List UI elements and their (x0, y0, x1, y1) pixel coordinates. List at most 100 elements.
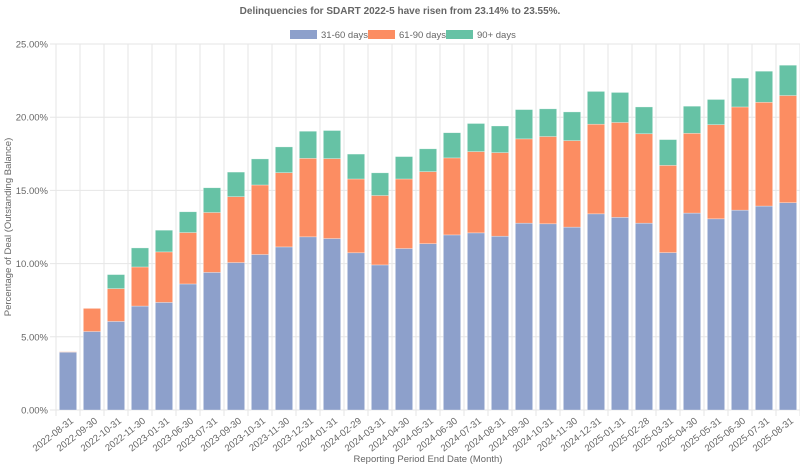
bar-segment-90-days[interactable] (323, 130, 341, 159)
bar-segment-90-days[interactable] (443, 132, 461, 159)
bar-segment-31-60-days[interactable] (563, 226, 581, 411)
bar-segment-61-90-days[interactable] (707, 124, 725, 220)
bar-segment-90-days[interactable] (491, 125, 509, 153)
legend-label-3[interactable]: 90+ days (477, 30, 516, 41)
bar-segment-90-days[interactable] (347, 153, 365, 180)
bar-segment-61-90-days[interactable] (659, 165, 677, 253)
bar-segment-61-90-days[interactable] (395, 178, 413, 249)
bar-segment-31-60-days[interactable] (635, 222, 653, 411)
legend-label-2[interactable]: 61-90 days (399, 30, 446, 41)
bar-segment-31-60-days[interactable] (707, 218, 725, 411)
bar-segment-90-days[interactable] (539, 108, 557, 137)
bar-segment-61-90-days[interactable] (371, 195, 389, 266)
bar-segment-61-90-days[interactable] (419, 171, 437, 244)
bar-segment-31-60-days[interactable] (731, 209, 749, 411)
bar-segment-90-days[interactable] (419, 148, 437, 172)
bar-segment-31-60-days[interactable] (323, 238, 341, 411)
bar-segment-90-days[interactable] (515, 109, 533, 140)
bar-segment-31-60-days[interactable] (347, 252, 365, 411)
bar-segment-31-60-days[interactable] (587, 213, 605, 411)
bar-segment-90-days[interactable] (179, 211, 197, 233)
bar-segment-31-60-days[interactable] (107, 321, 125, 411)
bar-segment-61-90-days[interactable] (731, 106, 749, 211)
bar-segment-31-60-days[interactable] (467, 232, 485, 411)
bar-segment-31-60-days[interactable] (419, 243, 437, 411)
bar-segment-61-90-days[interactable] (611, 122, 629, 218)
bar-segment-61-90-days[interactable] (107, 288, 125, 322)
bar-segment-90-days[interactable] (587, 91, 605, 125)
bar-segment-31-60-days[interactable] (779, 202, 797, 411)
bar-segment-31-60-days[interactable] (227, 262, 245, 411)
bar-segment-61-90-days[interactable] (491, 152, 509, 237)
legend-swatch-2[interactable] (368, 30, 395, 39)
bar-segment-31-60-days[interactable] (131, 305, 149, 411)
bar-segment-61-90-days[interactable] (563, 140, 581, 228)
bar-segment-90-days[interactable] (683, 105, 701, 134)
bar-segment-61-90-days[interactable] (683, 133, 701, 214)
x-axis-title: Reporting Period End Date (Month) (354, 454, 503, 465)
bar-segment-61-90-days[interactable] (83, 308, 101, 332)
bar-segment-31-60-days[interactable] (755, 205, 773, 411)
bar-segment-90-days[interactable] (371, 172, 389, 196)
bar-segment-90-days[interactable] (203, 187, 221, 213)
bar-segment-90-days[interactable] (299, 130, 317, 159)
bar-segment-31-60-days[interactable] (659, 252, 677, 411)
legend-swatch-1[interactable] (290, 30, 317, 39)
bar-segment-90-days[interactable] (155, 229, 173, 253)
bar-segment-61-90-days[interactable] (755, 101, 773, 207)
bar-segment-31-60-days[interactable] (275, 246, 293, 411)
bar-segment-90-days[interactable] (635, 106, 653, 135)
bar-segment-61-90-days[interactable] (347, 178, 365, 254)
bar-segment-90-days[interactable] (395, 156, 413, 180)
bar-segment-90-days[interactable] (275, 146, 293, 173)
bar-segment-90-days[interactable] (731, 77, 749, 108)
bar-stack-2024-12-31 (587, 91, 605, 411)
bar-segment-31-60-days[interactable] (443, 234, 461, 411)
legend-swatch-3[interactable] (446, 30, 473, 39)
bar-segment-90-days[interactable] (659, 139, 677, 166)
bar-segment-61-90-days[interactable] (539, 136, 557, 225)
bar-segment-90-days[interactable] (707, 99, 725, 125)
bar-segment-61-90-days[interactable] (179, 232, 197, 285)
bar-segment-61-90-days[interactable] (299, 158, 317, 238)
bar-segment-90-days[interactable] (107, 274, 125, 289)
bar-segment-90-days[interactable] (467, 123, 485, 152)
bar-segment-61-90-days[interactable] (155, 251, 173, 303)
bar-segment-61-90-days[interactable] (203, 212, 221, 273)
bar-segment-61-90-days[interactable] (515, 138, 533, 224)
bar-segment-31-60-days[interactable] (371, 264, 389, 411)
bar-segment-31-60-days[interactable] (83, 331, 101, 411)
bar-stack-2024-10-31 (539, 108, 557, 411)
bar-segment-61-90-days[interactable] (275, 172, 293, 248)
bar-segment-90-days[interactable] (779, 64, 797, 96)
legend-label-1[interactable]: 31-60 days (321, 30, 368, 41)
bar-stack-2022-09-30 (83, 308, 101, 411)
bar-segment-90-days[interactable] (563, 111, 581, 141)
bar-segment-61-90-days[interactable] (227, 196, 245, 263)
bar-segment-61-90-days[interactable] (131, 266, 149, 307)
bar-segment-90-days[interactable] (227, 171, 245, 197)
bar-segment-31-60-days[interactable] (179, 283, 197, 411)
bar-segment-90-days[interactable] (131, 247, 149, 268)
bar-segment-31-60-days[interactable] (155, 302, 173, 411)
bar-segment-61-90-days[interactable] (779, 95, 797, 203)
bar-segment-31-60-days[interactable] (299, 236, 317, 411)
bar-segment-61-90-days[interactable] (251, 184, 269, 255)
bar-segment-90-days[interactable] (251, 158, 269, 186)
bar-segment-61-90-days[interactable] (467, 151, 485, 234)
bar-segment-31-60-days[interactable] (611, 217, 629, 411)
bar-segment-31-60-days[interactable] (539, 223, 557, 411)
bar-segment-31-60-days[interactable] (59, 351, 77, 411)
bar-segment-31-60-days[interactable] (395, 248, 413, 411)
bar-segment-31-60-days[interactable] (491, 235, 509, 411)
bar-segment-31-60-days[interactable] (203, 272, 221, 411)
bar-segment-90-days[interactable] (755, 70, 773, 103)
bar-segment-31-60-days[interactable] (515, 222, 533, 411)
bar-segment-31-60-days[interactable] (683, 212, 701, 411)
bar-segment-31-60-days[interactable] (251, 254, 269, 411)
bar-segment-61-90-days[interactable] (635, 133, 653, 224)
bar-segment-90-days[interactable] (611, 92, 629, 123)
bar-segment-61-90-days[interactable] (323, 158, 341, 239)
bar-segment-61-90-days[interactable] (443, 157, 461, 236)
bar-segment-61-90-days[interactable] (587, 123, 605, 215)
